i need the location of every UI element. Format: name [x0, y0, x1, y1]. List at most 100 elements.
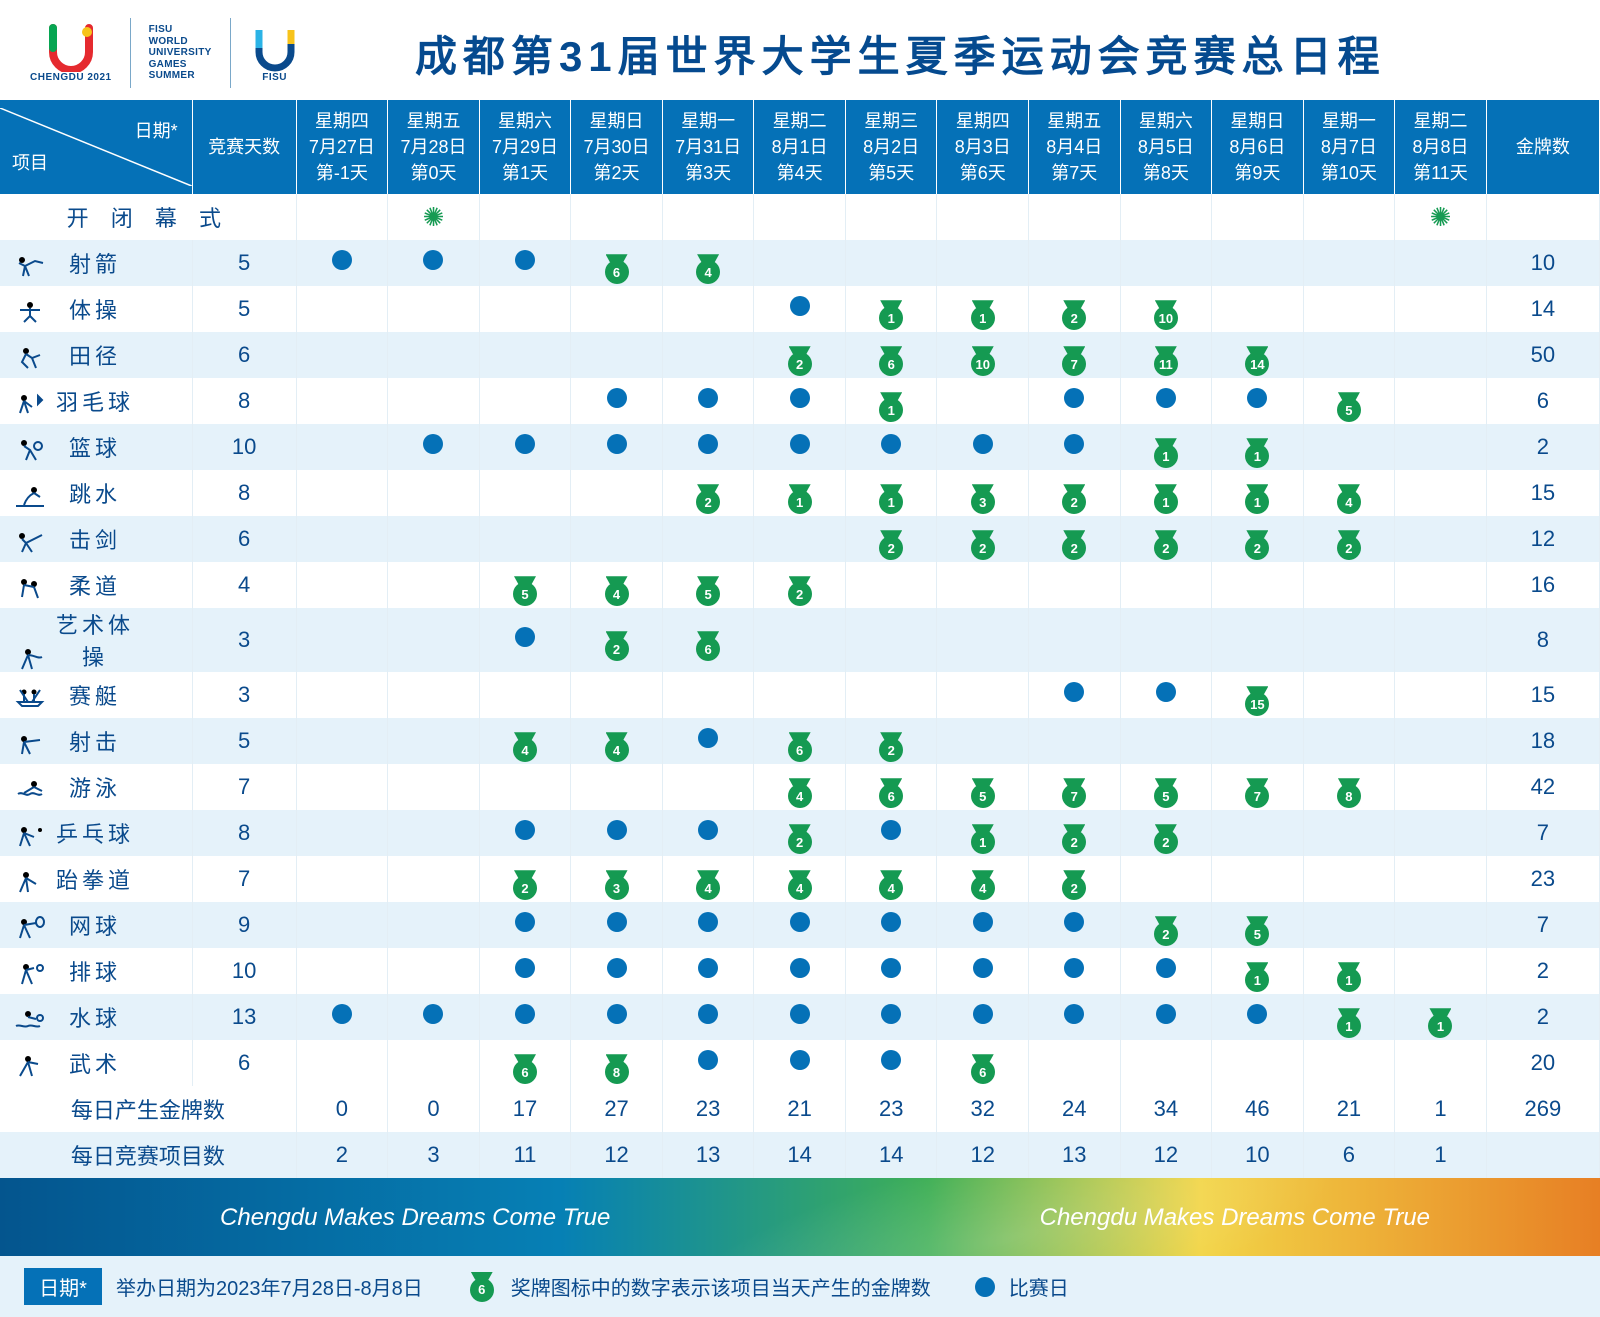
schedule-cell — [296, 948, 388, 994]
medal-icon: 2 — [1059, 870, 1089, 900]
sport-pictogram-icon — [14, 962, 46, 986]
competition-dot-icon — [973, 434, 993, 454]
sport-days: 13 — [192, 994, 296, 1040]
schedule-cell — [479, 424, 571, 470]
sport-days: 10 — [192, 948, 296, 994]
schedule-cell: 5 — [479, 562, 571, 608]
sport-pictogram-icon — [14, 1008, 46, 1032]
schedule-cell: 1 — [1120, 470, 1212, 516]
schedule-cell — [754, 1040, 846, 1086]
schedule-cell — [937, 424, 1029, 470]
schedule-cell: 2 — [1029, 516, 1121, 562]
page-title: 成都第31届世界大学生夏季运动会竞赛总日程 — [301, 23, 1560, 84]
legend-date-text: 举办日期为2023年7月28日-8月8日 — [116, 1272, 423, 1301]
sport-row: 田径626107111450 — [0, 332, 1600, 378]
schedule-cell — [1395, 948, 1487, 994]
schedule-cell: 1 — [1303, 994, 1395, 1040]
schedule-cell — [1029, 902, 1121, 948]
daily-sport-value: 2 — [296, 1132, 388, 1178]
daily-gold-label: 每日产生金牌数 — [0, 1086, 296, 1132]
firework-icon: ✺ — [1430, 202, 1452, 232]
schedule-cell — [571, 994, 663, 1040]
daily-sport-value: 11 — [479, 1132, 571, 1178]
competition-dot-icon — [973, 1004, 993, 1024]
daily-gold-value: 46 — [1212, 1086, 1304, 1132]
sport-days: 10 — [192, 424, 296, 470]
medal-icon: 4 — [1334, 484, 1364, 514]
competition-dot-icon — [515, 250, 535, 270]
competition-dot-icon — [790, 1050, 810, 1070]
sport-name: 跆拳道 — [52, 863, 138, 895]
schedule-cell: 10 — [1120, 286, 1212, 332]
ceremony-cell — [845, 194, 937, 240]
schedule-cell: 1 — [845, 286, 937, 332]
schedule-cell — [1029, 562, 1121, 608]
medal-icon: 1 — [1425, 1008, 1455, 1038]
sport-name-cell: 跳水 — [0, 470, 192, 516]
competition-dot-icon — [698, 1004, 718, 1024]
ceremony-label: 开 闭 幕 式 — [0, 194, 296, 240]
schedule-cell: 4 — [662, 856, 754, 902]
schedule-cell: 1 — [1303, 948, 1395, 994]
footer-gradient-band: Chengdu Makes Dreams Come True Chengdu M… — [0, 1178, 1600, 1256]
schedule-cell — [388, 902, 480, 948]
chengdu-logo: CHENGDU 2021 — [30, 24, 112, 83]
sport-gold-total: 15 — [1486, 470, 1599, 516]
medal-icon: 1 — [876, 392, 906, 422]
schedule-cell — [937, 240, 1029, 286]
schedule-cell — [1395, 470, 1487, 516]
firework-icon: ✺ — [423, 202, 445, 232]
schedule-cell: 2 — [571, 608, 663, 672]
schedule-cell — [388, 994, 480, 1040]
sport-row: 游泳7465757842 — [0, 764, 1600, 810]
competition-dot-icon — [1064, 958, 1084, 978]
sport-days: 5 — [192, 286, 296, 332]
competition-dot-icon — [607, 1004, 627, 1024]
schedule-cell — [571, 516, 663, 562]
daily-sport-value: 3 — [388, 1132, 480, 1178]
schedule-cell — [1395, 810, 1487, 856]
schedule-cell — [296, 470, 388, 516]
schedule-cell — [662, 902, 754, 948]
schedule-cell: 1 — [1120, 424, 1212, 470]
sport-name-cell: 游泳 — [0, 764, 192, 810]
schedule-cell — [296, 562, 388, 608]
medal-icon: 2 — [1059, 300, 1089, 330]
sport-gold-total: 15 — [1486, 672, 1599, 718]
competition-dot-icon — [881, 1004, 901, 1024]
medal-icon: 5 — [1334, 392, 1364, 422]
fisu-logo: FISU — [249, 24, 301, 83]
schedule-cell: 2 — [845, 718, 937, 764]
medal-icon: 5 — [693, 576, 723, 606]
schedule-cell: 4 — [571, 562, 663, 608]
sport-name-cell: 柔道 — [0, 562, 192, 608]
schedule-cell: 6 — [662, 608, 754, 672]
u-logo-icon — [45, 24, 97, 72]
header-sport-label: 项目 — [12, 150, 48, 176]
competition-dot-icon — [698, 1050, 718, 1070]
schedule-cell — [662, 764, 754, 810]
competition-dot-icon — [607, 912, 627, 932]
daily-sport-row: 每日竞赛项目数2311121314141213121061 — [0, 1132, 1600, 1178]
schedule-cell — [296, 672, 388, 718]
schedule-cell — [479, 332, 571, 378]
sport-name-cell: 赛艇 — [0, 672, 192, 718]
schedule-cell: 6 — [937, 1040, 1029, 1086]
schedule-cell — [1029, 240, 1121, 286]
schedule-cell — [1120, 948, 1212, 994]
sport-name-cell: 水球 — [0, 994, 192, 1040]
medal-icon: 4 — [876, 870, 906, 900]
schedule-cell: 2 — [1029, 810, 1121, 856]
schedule-cell — [1029, 948, 1121, 994]
medal-icon: 6 — [467, 1272, 497, 1302]
competition-dot-icon — [881, 912, 901, 932]
schedule-cell: 2 — [1120, 902, 1212, 948]
competition-dot-icon — [790, 1004, 810, 1024]
logo-cluster: CHENGDU 2021 FISU WORLD UNIVERSITY GAMES… — [30, 18, 301, 88]
competition-dot-icon — [790, 958, 810, 978]
competition-dot-icon — [607, 434, 627, 454]
schedule-cell: 1 — [754, 470, 846, 516]
medal-icon: 1 — [785, 484, 815, 514]
competition-dot-icon — [881, 958, 901, 978]
medal-icon: 2 — [876, 530, 906, 560]
